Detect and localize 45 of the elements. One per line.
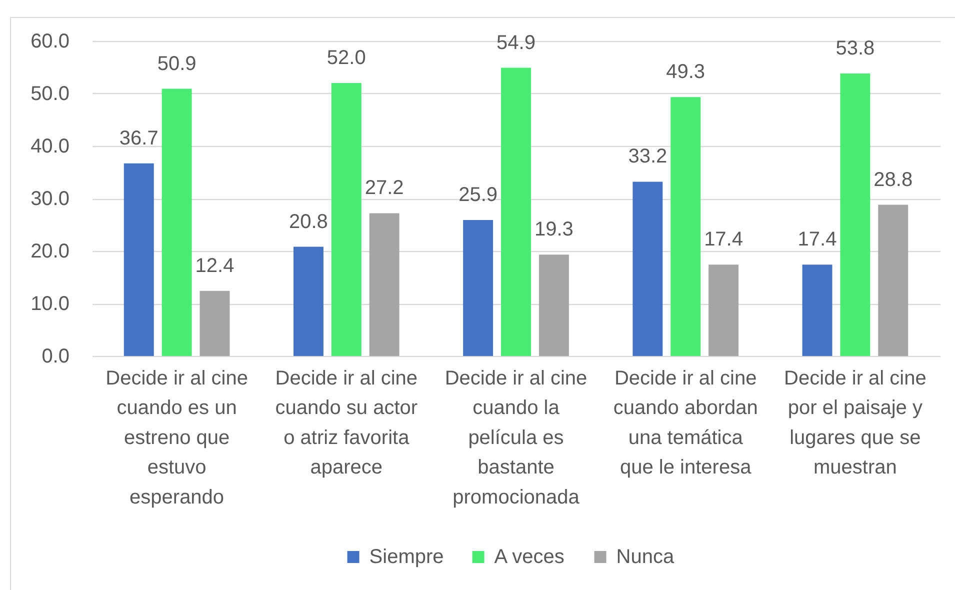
x-tick-label: Decide ir al cine cuando la película es bastante promocionada bbox=[444, 368, 588, 508]
data-label: 19.3 bbox=[534, 218, 574, 241]
data-label: 28.8 bbox=[874, 168, 913, 191]
y-tick-label: 0.0 bbox=[42, 346, 70, 368]
bar bbox=[293, 246, 324, 356]
x-tick-label: Decide ir al cine cuando es un estreno que estuvo esperando bbox=[106, 368, 248, 508]
bar bbox=[369, 213, 400, 356]
y-tick-label: 20.0 bbox=[30, 240, 70, 262]
bar bbox=[331, 83, 362, 356]
y-tick-label: 30.0 bbox=[30, 188, 70, 210]
y-tick-label: 40.0 bbox=[30, 136, 70, 158]
bar bbox=[501, 68, 531, 356]
y-tick-label: 60.0 bbox=[30, 30, 70, 52]
x-tick-label: Decide ir al cine cuando su actor o atriz favorita aparece bbox=[275, 368, 418, 479]
data-label: 50.9 bbox=[157, 52, 196, 75]
data-label: 54.9 bbox=[496, 32, 536, 54]
data-label: 33.2 bbox=[628, 146, 668, 168]
legend-label: Nunca bbox=[616, 546, 675, 568]
bar bbox=[538, 254, 569, 356]
data-label: 52.0 bbox=[326, 47, 366, 69]
bar bbox=[162, 88, 192, 356]
bar bbox=[632, 182, 663, 356]
data-label: 36.7 bbox=[119, 127, 158, 150]
x-tick-label: Decide ir al cine cuando abordan una temática que le interesa bbox=[613, 368, 758, 479]
bar bbox=[124, 163, 154, 356]
data-label: 12.4 bbox=[195, 254, 234, 277]
x-tick-label: Decide ir al cine por el paisaje y lugares que se muestran bbox=[784, 368, 926, 479]
data-label: 20.8 bbox=[289, 210, 328, 233]
data-label: 53.8 bbox=[836, 38, 875, 60]
legend-label: Siempre bbox=[369, 546, 444, 568]
data-label: 17.4 bbox=[798, 228, 837, 251]
bar bbox=[708, 264, 739, 356]
y-tick-label: 50.0 bbox=[30, 83, 70, 105]
bar bbox=[878, 204, 908, 356]
y-tick-label: 10.0 bbox=[30, 293, 70, 315]
data-label: 49.3 bbox=[666, 61, 706, 84]
data-label: 27.2 bbox=[364, 177, 404, 200]
bar bbox=[840, 74, 870, 356]
bar bbox=[670, 97, 701, 356]
data-label: 25.9 bbox=[458, 184, 498, 206]
legend-label: A veces bbox=[494, 546, 564, 568]
bar bbox=[200, 290, 230, 356]
bar bbox=[463, 220, 494, 356]
data-label: 17.4 bbox=[704, 228, 743, 251]
bar bbox=[802, 264, 832, 356]
